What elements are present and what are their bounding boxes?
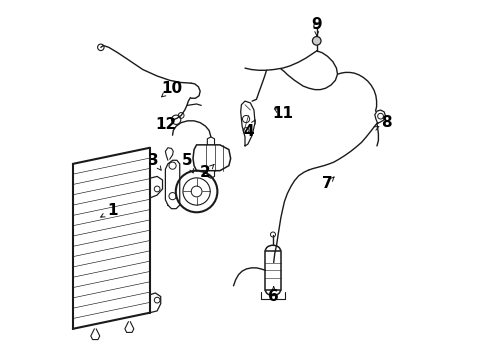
Text: 8: 8 [381, 115, 392, 130]
Text: 1: 1 [107, 203, 118, 218]
Text: 2: 2 [200, 165, 211, 180]
Text: 12: 12 [155, 117, 177, 132]
Text: 3: 3 [148, 153, 159, 168]
Text: 9: 9 [312, 17, 322, 32]
Text: 5: 5 [182, 153, 193, 168]
Text: 6: 6 [269, 289, 279, 304]
Circle shape [313, 37, 321, 45]
Text: 10: 10 [161, 81, 182, 96]
Text: 7: 7 [322, 176, 333, 191]
Text: 4: 4 [243, 124, 254, 139]
Text: 11: 11 [272, 106, 293, 121]
Bar [266, 251, 280, 290]
